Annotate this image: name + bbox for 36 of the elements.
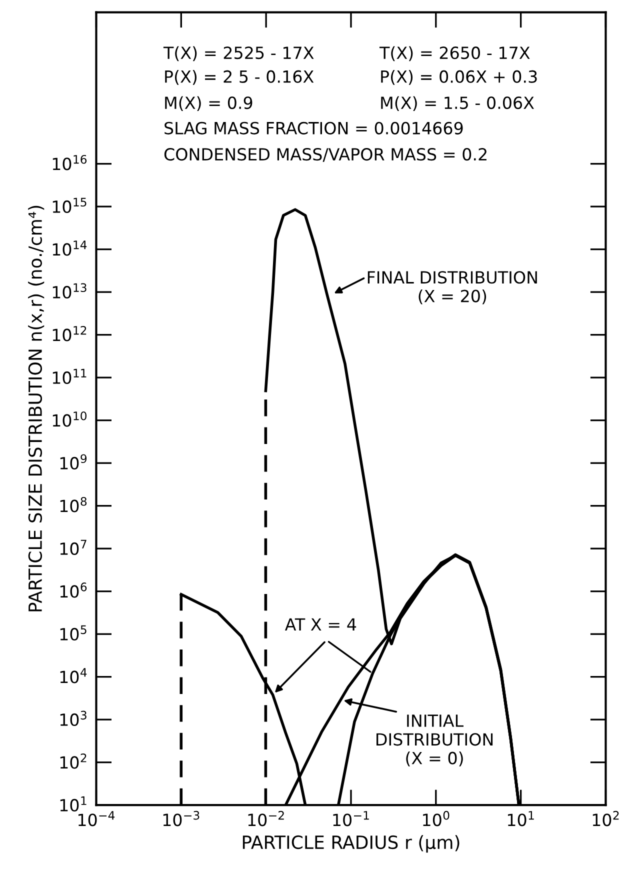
annotation: AT X = 4	[284, 618, 356, 631]
annotation: FINAL DISTRIBUTION (X = 20)	[368, 271, 537, 304]
annotation: SLAG MASS FRACTION = 0.0014669	[164, 122, 463, 134]
y-tick-label: 10$^{4}$	[60, 668, 87, 684]
y-tick-label: 10$^{7}$	[60, 540, 86, 556]
annotation: P(X) = 0.06X + 0.3	[381, 70, 537, 85]
y-tick-label: 10$^{15}$	[52, 198, 86, 214]
y-tick-label: 10$^{9}$	[60, 454, 87, 470]
annotation: P(X) = 2 5 - 0.16X	[165, 70, 314, 85]
x-axis-title: PARTICLE RADIUS r (μm)	[242, 835, 460, 853]
y-axis-title: PARTICLE SIZE DISTRIBUTION n(x,r) (no./cm⁴)	[28, 206, 44, 612]
y-tick-label: 10$^{10}$	[52, 411, 87, 427]
y-tick-label: 10$^{11}$	[52, 368, 86, 384]
y-tick-label: 10$^{13}$	[52, 283, 86, 298]
annotation: T(X) = 2525 - 17X	[163, 46, 314, 62]
y-tick-label: 10$^{14}$	[52, 240, 87, 256]
x-tick-label: 10$^{2}$	[592, 810, 619, 826]
annotation: M(X) = 1.5 - 0.06X	[381, 96, 534, 112]
y-tick-label: 10$^{6}$	[60, 582, 87, 598]
annotation: T(X) = 2650 - 17X	[379, 46, 530, 62]
y-tick-label: 10$^{12}$	[52, 326, 86, 342]
x-tick-label: 10$^{0}$	[423, 810, 450, 826]
annotation: INITIAL DISTRIBUTION (X = 0)	[376, 714, 493, 766]
x-tick-label: 10$^{−4}$	[78, 811, 115, 826]
y-tick-label: 10$^{1}$	[60, 796, 86, 812]
y-tick-label: 10$^{8}$	[60, 496, 87, 512]
x-tick-label: 10$^{1}$	[508, 811, 534, 826]
y-tick-label: 10$^{2}$	[60, 754, 86, 769]
y-tick-label: 10$^{3}$	[60, 710, 86, 726]
annotation: CONDENSED MASS/VAPOR MASS = 0.2	[164, 148, 486, 162]
x-tick-label: 10$^{−3}$	[163, 810, 200, 826]
annotation: M(X) = 0.9	[165, 96, 252, 112]
x-tick-label: 10$^{−1}$	[333, 811, 369, 826]
x-tick-label: 10$^{−2}$	[248, 810, 284, 826]
y-tick-label: 10$^{16}$	[52, 154, 87, 170]
y-tick-label: 10$^{5}$	[60, 625, 86, 641]
